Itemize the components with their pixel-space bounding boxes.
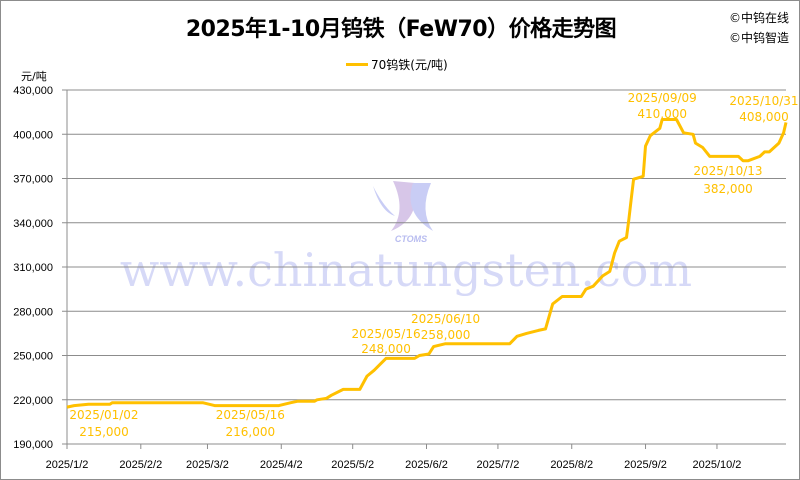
price-line <box>66 118 788 409</box>
annotation-date: 2025/06/10 <box>411 312 480 326</box>
y-tick-label: 280,000 <box>13 306 53 318</box>
x-tick-label: 2025/2/2 <box>119 459 162 471</box>
annotation-value: 408,000 <box>739 110 789 124</box>
annotation: 2025/10/13 382,000 <box>693 164 762 196</box>
annotation-value: 382,000 <box>703 182 753 196</box>
legend-label: 70钨铁(元/吨) <box>371 58 448 72</box>
y-axis-unit: 元/吨 <box>21 70 47 83</box>
y-tick-label: 400,000 <box>13 129 53 141</box>
annotation-date: 2025/10/31 <box>729 94 798 108</box>
annotation-value: 216,000 <box>226 425 276 439</box>
x-tick-label: 2025/3/2 <box>186 459 229 471</box>
watermark-logo-icon <box>391 181 416 231</box>
watermark-logo-text: CTOMS <box>395 234 427 244</box>
x-tick-label: 2025/5/2 <box>331 459 374 471</box>
annotation-date: 2025/01/02 <box>69 408 138 422</box>
x-tick-label: 2025/9/2 <box>624 459 667 471</box>
annotation: 2025/05/16 216,000 <box>216 408 285 439</box>
annotation-value: 410,000 <box>637 107 687 121</box>
chart-title: 2025年1-10月钨铁（FeW70）价格走势图 <box>185 17 617 42</box>
legend: 70钨铁(元/吨) <box>346 56 448 73</box>
x-tick-label: 2025/10/2 <box>692 459 741 471</box>
y-tick-label: 340,000 <box>13 218 53 230</box>
copyright-2: ©中钨智造 <box>729 31 790 45</box>
copyright-1: ©中钨在线 <box>729 11 790 25</box>
y-tick-label: 220,000 <box>13 395 53 407</box>
annotation-date: 2025/05/16 <box>216 408 285 422</box>
y-tick-label: 430,000 <box>13 85 53 97</box>
watermark-text: www.chinatungsten.com <box>120 243 692 297</box>
x-tick-label: 2025/8/2 <box>550 459 593 471</box>
watermark-logo-icon <box>373 186 395 216</box>
annotation: 2025/01/02 215,000 <box>69 408 138 439</box>
annotation: 2025/06/10 258,000 <box>411 312 480 342</box>
annotation: 2025/09/09 410,000 <box>628 91 697 121</box>
annotation-date: 2025/05/16 <box>351 327 420 341</box>
y-tick-label: 190,000 <box>13 439 53 451</box>
annotation-date: 2025/09/09 <box>628 91 697 105</box>
x-tick-label: 2025/4/2 <box>260 459 303 471</box>
watermark-logo-icon <box>410 183 433 231</box>
annotation-date: 2025/10/13 <box>693 164 762 178</box>
x-tick-label: 2025/6/2 <box>405 459 448 471</box>
annotation: 2025/10/31 408,000 <box>729 94 798 124</box>
legend-swatch <box>346 63 368 66</box>
x-tick-label: 2025/7/2 <box>477 459 520 471</box>
y-tick-label: 310,000 <box>13 262 53 274</box>
x-tick-label: 2025/1/2 <box>46 459 89 471</box>
annotation-value: 248,000 <box>361 342 411 356</box>
y-tick-label: 370,000 <box>13 174 53 186</box>
annotation-value: 215,000 <box>79 425 129 439</box>
annotation-value: 258,000 <box>421 328 471 342</box>
y-tick-label: 250,000 <box>13 351 53 363</box>
